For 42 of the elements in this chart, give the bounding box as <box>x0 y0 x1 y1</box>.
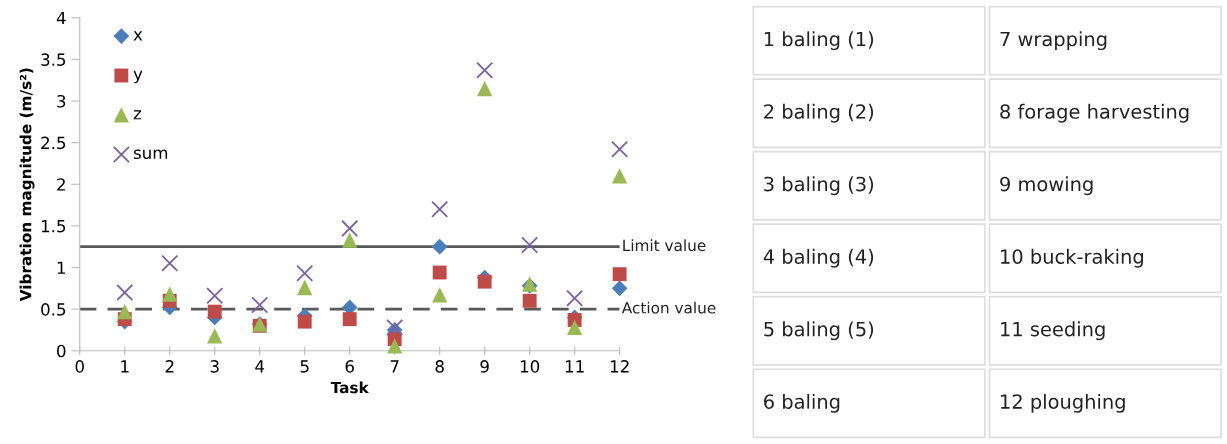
y-tick-label: 1 <box>57 261 66 274</box>
x-tick-label: 7 <box>390 360 399 373</box>
legend-label: z <box>133 110 142 120</box>
text: 8 forage harvesting <box>1000 103 1189 123</box>
text: 6 baling <box>764 393 840 413</box>
x-tick-label: 1 <box>121 360 129 373</box>
text: 4 baling (4) <box>763 248 874 268</box>
text: 10 buck-raking <box>1001 248 1143 268</box>
text: 5 baling (5) <box>764 321 874 341</box>
y-axis-title: Vibration magnitude (m/s²) <box>19 68 35 302</box>
x-tick-label: 2 <box>165 360 174 373</box>
x-tick-label: 11 <box>565 360 584 373</box>
text: 7 wrapping <box>1000 31 1107 51</box>
legend-label: x <box>133 31 143 41</box>
text: 3 baling (3) <box>764 176 874 196</box>
x-tick-label: 6 <box>345 360 354 373</box>
y-tick-label: 3 <box>57 94 66 108</box>
ref-line-label: Limit value <box>623 239 706 252</box>
x-tick-label: 3 <box>210 360 219 373</box>
text: 1 baling (1) <box>764 31 874 51</box>
y-tick-label: 2.5 <box>41 136 66 150</box>
x-tick-label: 10 <box>520 360 540 373</box>
text: 2 baling (2) <box>764 103 874 123</box>
y-tick-label: 0.5 <box>41 303 66 316</box>
text: 9 mowing <box>1000 176 1093 196</box>
x-tick-label: 5 <box>300 360 309 373</box>
x-axis-title: Task <box>330 381 369 394</box>
x-tick-label: 12 <box>610 360 629 373</box>
x-tick-label: 0 <box>75 360 84 373</box>
x-tick-label: 8 <box>435 360 444 373</box>
text: 11 seeding <box>1001 321 1105 341</box>
x-tick-label: 4 <box>255 360 265 373</box>
y-tick-label: 4 <box>56 11 66 25</box>
text: 12 ploughing <box>1001 393 1125 413</box>
legend-label: y <box>133 70 143 84</box>
legend-label: sum <box>133 149 168 160</box>
x-tick-label: 9 <box>480 360 489 373</box>
y-tick-label: 3.5 <box>41 53 66 66</box>
y-tick-label: 1.5 <box>41 220 66 233</box>
ref-line-label: Action value <box>621 301 716 314</box>
y-tick-label: 2 <box>57 178 65 191</box>
y-tick-label: 0 <box>57 344 66 358</box>
